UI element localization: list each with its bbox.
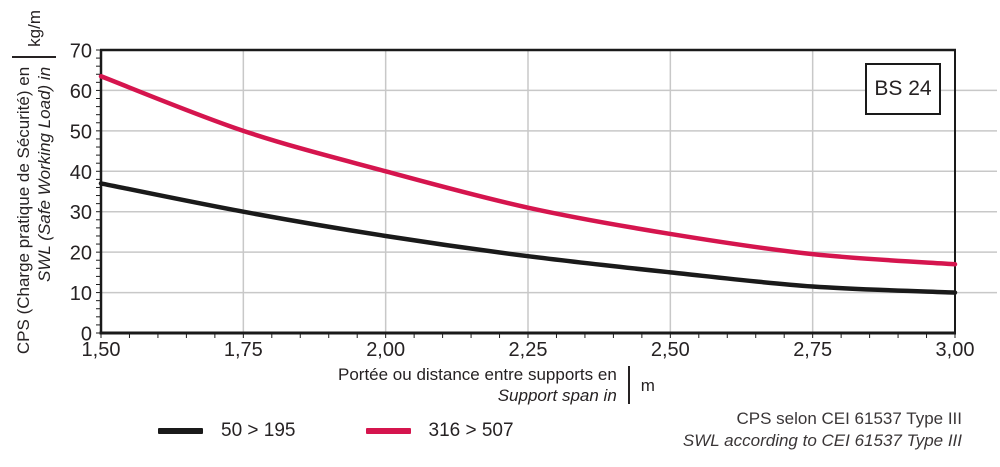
standard-footnote: CPS selon CEI 61537 Type III SWL accordi… xyxy=(683,408,962,452)
y-tick-label: 10 xyxy=(70,283,92,305)
y-tick-label: 70 xyxy=(70,41,92,63)
legend-item-316-507: 316 > 507 xyxy=(365,420,514,442)
y-axis-label-fr: CPS (Charge pratique de Sécurité) en xyxy=(14,66,33,355)
y-axis-label: CPS (Charge pratique de Sécurité) en SWL… xyxy=(10,10,58,362)
legend-swatch-pink xyxy=(365,428,411,434)
legend-swatch-black xyxy=(158,428,203,434)
x-tick-label: 2,75 xyxy=(793,339,832,361)
series-curve-1 xyxy=(98,74,958,267)
x-tick-label: 1,50 xyxy=(82,339,121,361)
x-tick-label: 2,50 xyxy=(651,339,690,361)
footnote-fr: CPS selon CEI 61537 Type III xyxy=(736,409,962,428)
x-tick-label: 2,25 xyxy=(509,339,548,361)
model-badge-label: BS 24 xyxy=(874,77,932,100)
y-tick-label: 30 xyxy=(70,202,92,224)
x-axis-label-en: Support span in xyxy=(497,386,617,405)
x-tick-label: 3,00 xyxy=(936,339,975,361)
legend-label: 50 > 195 xyxy=(221,420,296,441)
x-axis-label-fr: Portée ou distance entre supports en xyxy=(338,365,617,384)
y-tick-label: 60 xyxy=(70,81,92,103)
footnote-en: SWL according to CEI 61537 Type III xyxy=(682,431,962,450)
x-axis-unit: m xyxy=(640,375,655,395)
y-axis-label-en: SWL (Safe Working Load) in xyxy=(35,66,54,282)
y-axis-label-text: CPS (Charge pratique de Sécurité) en SWL… xyxy=(13,67,55,354)
y-tick-label: 40 xyxy=(70,162,92,184)
x-axis-unit-divider xyxy=(627,366,630,404)
y-axis-unit: kg/m xyxy=(24,10,44,47)
x-axis-label-text: Portée ou distance entre supports en Sup… xyxy=(338,364,617,406)
y-tick-label: 20 xyxy=(70,243,92,265)
y-tick-label: 50 xyxy=(70,121,92,143)
x-axis-label: Portée ou distance entre supports en Sup… xyxy=(338,364,655,406)
x-tick-label: 2,00 xyxy=(366,339,405,361)
model-badge: BS 24 xyxy=(865,63,941,115)
x-tick-label: 1,75 xyxy=(224,339,263,361)
legend: 50 > 195 316 > 507 xyxy=(158,420,514,442)
legend-item-50-195: 50 > 195 xyxy=(158,420,296,442)
y-axis-unit-divider xyxy=(12,55,56,58)
legend-label: 316 > 507 xyxy=(428,420,514,441)
y-tick-label: 0 xyxy=(81,324,92,346)
series-curve-0 xyxy=(98,181,958,295)
